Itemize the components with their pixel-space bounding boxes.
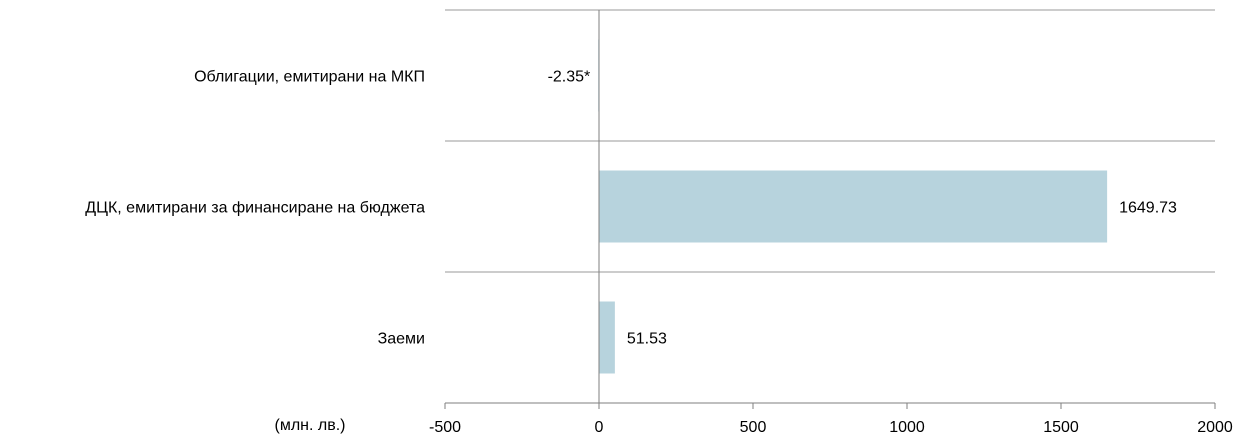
category-label: ДЦК, емитирани за финансиране на бюджета (85, 200, 425, 217)
x-tick-label: 1500 (1043, 419, 1079, 436)
category-separators (445, 9, 1215, 273)
category-labels: Облигации, емитирани на МКП ДЦК, емитиран… (85, 69, 425, 348)
data-label: 51.53 (627, 331, 667, 348)
data-label: -2.35* (548, 69, 591, 86)
unit-label: (млн. лв.) (275, 417, 346, 434)
x-tick-label: -500 (429, 419, 461, 436)
bar (599, 301, 615, 374)
category-label: Облигации, емитирани на МКП (194, 69, 425, 86)
data-labels: -2.35* 1649.73 51.53 (548, 69, 1177, 348)
x-tick-label: 1000 (889, 419, 925, 436)
x-tick-label: 500 (740, 419, 767, 436)
category-label: Заеми (378, 331, 425, 348)
x-tick-label: 2000 (1197, 419, 1233, 436)
x-tick-label: 0 (595, 419, 604, 436)
bar (599, 170, 1108, 243)
bars (598, 39, 1108, 374)
data-label: 1649.73 (1119, 200, 1177, 217)
x-axis: -500 0 500 1000 1500 2000 (429, 10, 1233, 436)
